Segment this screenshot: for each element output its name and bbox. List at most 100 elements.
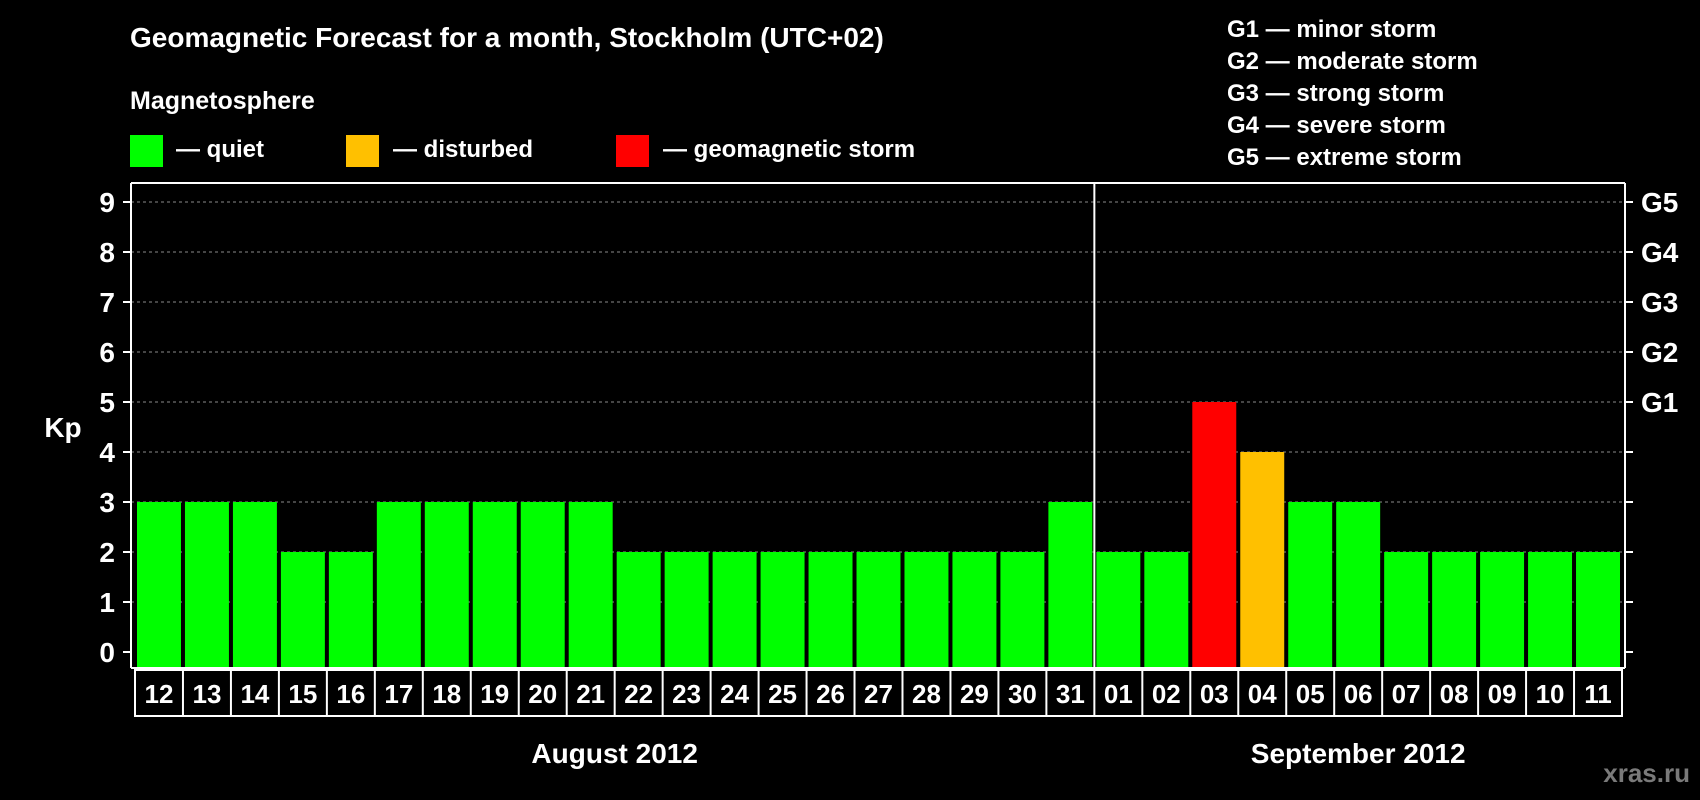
x-tick-label: 12 — [145, 679, 174, 709]
y-tick-label: 8 — [99, 237, 115, 268]
bar-day-22 — [616, 552, 661, 668]
month-labels: August 2012 September 2012 — [531, 738, 1465, 769]
bar-day-11 — [1576, 552, 1620, 668]
legend-item-storm: — geomagnetic storm — [616, 135, 915, 167]
bar-day-30 — [1000, 552, 1045, 668]
legend-swatch-disturbed — [346, 135, 379, 167]
y-axis-label: Kp — [44, 412, 81, 443]
x-tick-label: 05 — [1296, 679, 1325, 709]
legend-label-disturbed: — disturbed — [393, 136, 533, 163]
storm-scale-g3: G3 — strong storm — [1227, 80, 1444, 107]
y-tick-label: 6 — [99, 337, 115, 368]
bar-day-18 — [424, 502, 469, 668]
x-tick-label: 20 — [528, 679, 557, 709]
x-tick-label: 21 — [576, 679, 605, 709]
x-tick-label: 26 — [816, 679, 845, 709]
x-tick-label: 16 — [336, 679, 365, 709]
x-tick-label: 14 — [240, 679, 269, 709]
x-tick-label: 31 — [1056, 679, 1085, 709]
bar-day-17 — [376, 502, 421, 668]
bar-day-26 — [808, 552, 853, 668]
bar-day-02 — [1144, 552, 1189, 668]
x-tick-label: 28 — [912, 679, 941, 709]
legend-item-quiet: — quiet — [130, 135, 264, 167]
storm-level-ticks: G1 G2 G3 G4 G5 — [1625, 187, 1679, 653]
x-tick-label: 07 — [1392, 679, 1421, 709]
bar-day-14 — [232, 502, 277, 668]
legend-label-storm: — geomagnetic storm — [663, 136, 915, 163]
x-axis-cell-border — [134, 669, 1623, 717]
x-tick-label: 04 — [1248, 679, 1277, 709]
chart-title: Geomagnetic Forecast for a month, Stockh… — [130, 22, 884, 53]
x-tick-label: 01 — [1104, 679, 1133, 709]
legend-label-quiet: — quiet — [176, 136, 264, 163]
y-axis-ticks: 0 1 2 3 4 5 6 7 8 9 — [99, 187, 131, 668]
storm-scale-key: G1 — minor storm G2 — moderate storm G3 … — [1227, 16, 1478, 171]
bar-day-13 — [184, 502, 229, 668]
x-tick-label: 15 — [288, 679, 317, 709]
bar-day-23 — [664, 552, 709, 668]
storm-level-label-g3: G3 — [1641, 287, 1678, 318]
x-tick-label: 29 — [960, 679, 989, 709]
legend-swatch-storm — [616, 135, 649, 167]
storm-scale-g1: G1 — minor storm — [1227, 16, 1436, 43]
x-tick-label: 08 — [1440, 679, 1469, 709]
x-tick-label: 24 — [720, 679, 749, 709]
legend-item-disturbed: — disturbed — [346, 135, 533, 167]
y-tick-label: 1 — [99, 587, 115, 618]
bar-day-21 — [568, 502, 613, 668]
storm-level-label-g5: G5 — [1641, 187, 1678, 218]
plot-frame — [130, 182, 1626, 669]
x-axis-day-cells: 12 13 14 15 16 17 18 19 20 21 22 23 24 25 26 27 28 29 30 31… — [134, 669, 1623, 717]
x-tick-label: 18 — [432, 679, 461, 709]
storm-scale-g5: G5 — extreme storm — [1227, 144, 1462, 171]
bar-day-16 — [328, 552, 373, 668]
y-tick-label: 4 — [99, 437, 115, 468]
x-tick-label: 06 — [1344, 679, 1373, 709]
bar-day-06 — [1336, 502, 1381, 668]
bar-day-19 — [472, 502, 517, 668]
y-tick-label: 3 — [99, 487, 115, 518]
legend-swatch-quiet — [130, 135, 163, 167]
storm-level-label-g1: G1 — [1641, 387, 1678, 418]
bar-day-04 — [1240, 452, 1285, 668]
bar-day-12 — [137, 502, 181, 668]
x-tick-label: 25 — [768, 679, 797, 709]
bar-day-08 — [1432, 552, 1477, 668]
x-tick-label: 13 — [192, 679, 221, 709]
bar-day-29 — [952, 552, 997, 668]
month-label: September 2012 — [1251, 738, 1466, 769]
bar-day-09 — [1480, 552, 1525, 668]
bar-day-05 — [1288, 502, 1333, 668]
x-tick-label: 22 — [624, 679, 653, 709]
storm-level-label-g2: G2 — [1641, 337, 1678, 368]
y-tick-label: 7 — [99, 287, 115, 318]
bars — [137, 402, 1620, 668]
y-tick-label: 0 — [99, 637, 115, 668]
bar-day-10 — [1528, 552, 1573, 668]
bar-day-03 — [1192, 402, 1237, 668]
x-tick-label: 09 — [1488, 679, 1517, 709]
y-tick-label: 5 — [99, 387, 115, 418]
bar-day-20 — [520, 502, 565, 668]
bar-day-31 — [1048, 502, 1093, 668]
bar-day-28 — [904, 552, 949, 668]
bar-day-25 — [760, 552, 805, 668]
x-tick-label: 23 — [672, 679, 701, 709]
legend: — quiet — disturbed — geomagnetic storm — [130, 135, 915, 167]
x-tick-label: 11 — [1584, 679, 1612, 709]
y-tick-label: 2 — [99, 537, 115, 568]
bar-day-07 — [1384, 552, 1429, 668]
y-tick-label: 9 — [99, 187, 115, 218]
x-tick-label: 17 — [384, 679, 413, 709]
bar-day-15 — [280, 552, 325, 668]
storm-scale-g2: G2 — moderate storm — [1227, 48, 1478, 75]
legend-title: Magnetosphere — [130, 87, 315, 115]
watermark: xras.ru — [1603, 758, 1690, 788]
month-label: August 2012 — [531, 738, 698, 769]
storm-scale-g4: G4 — severe storm — [1227, 112, 1446, 139]
x-tick-label: 19 — [480, 679, 509, 709]
bar-day-01 — [1096, 552, 1141, 668]
bar-day-24 — [712, 552, 757, 668]
x-tick-label: 02 — [1152, 679, 1181, 709]
